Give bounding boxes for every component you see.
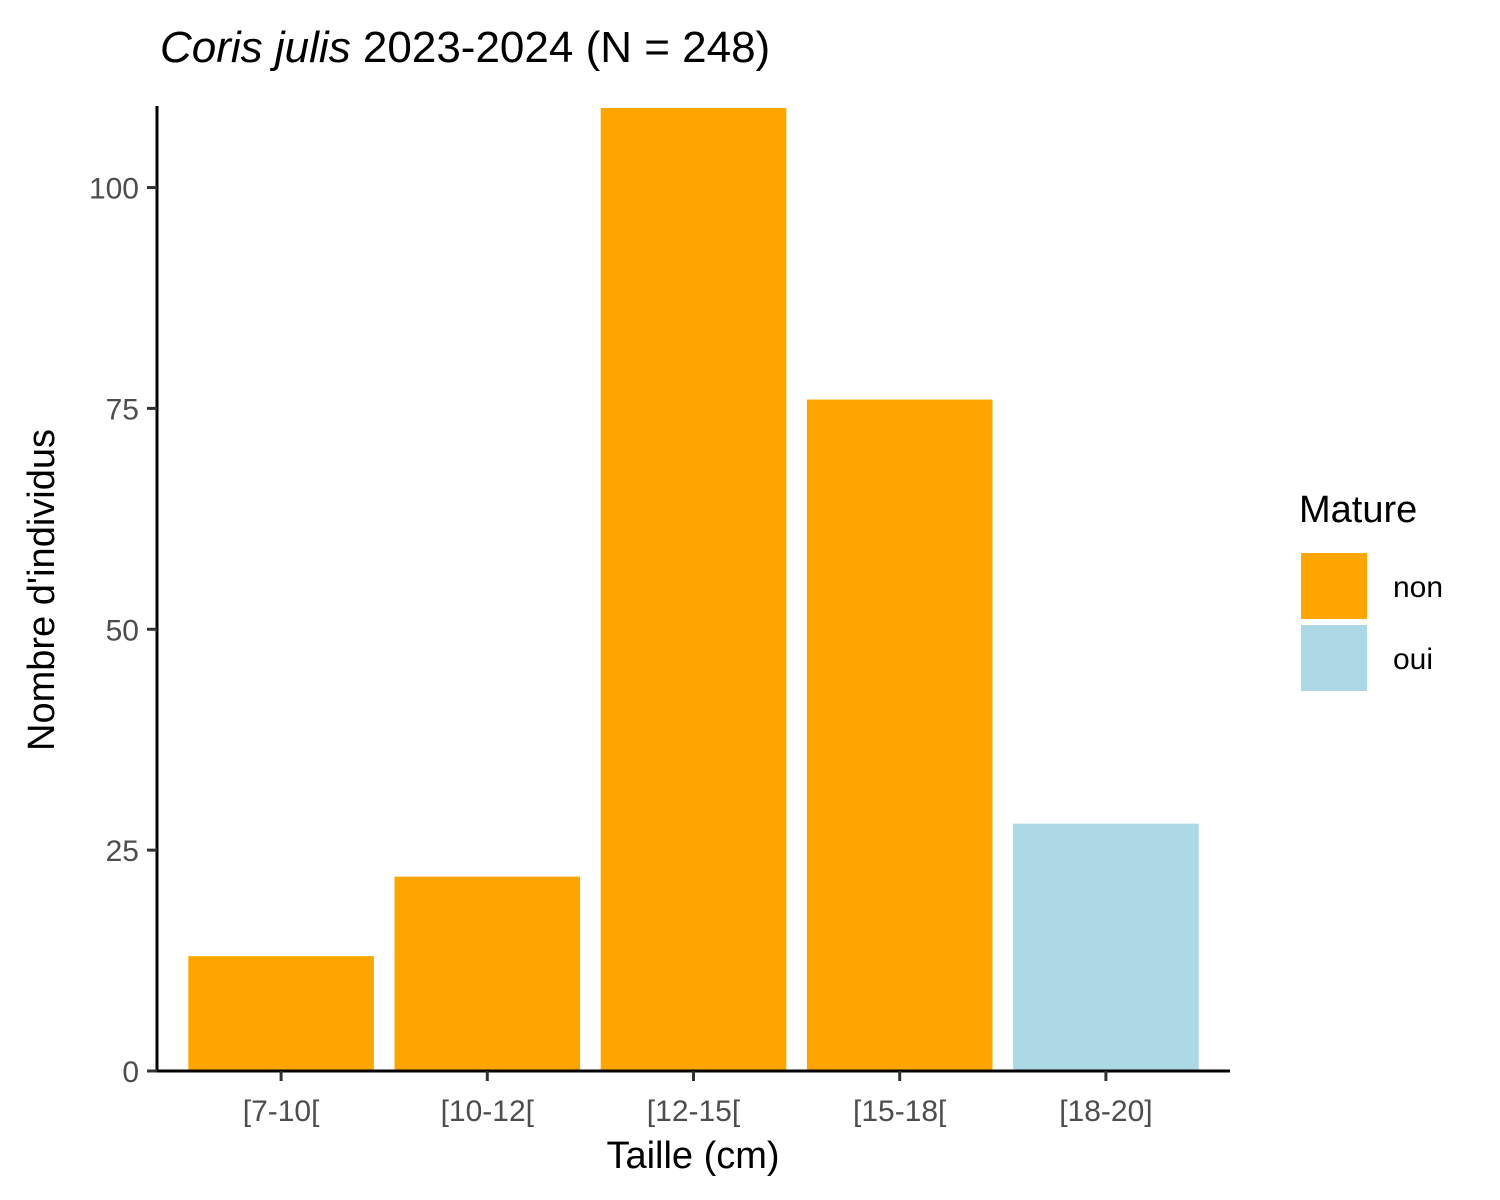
x-tick-label: [18-20]	[1059, 1095, 1152, 1128]
legend: Mature non oui	[1299, 489, 1443, 691]
x-axis-title: Taille (cm)	[606, 1135, 779, 1177]
y-axis-title: Nombre d'individus	[21, 429, 63, 751]
y-tick-label: 75	[106, 393, 139, 426]
x-tick-label: [10-12[	[441, 1095, 535, 1128]
plot-area	[188, 108, 1199, 1072]
chart-title-rest: 2023-2024 (N = 248)	[351, 23, 771, 72]
bar-4	[806, 399, 993, 1072]
y-tick-label: 100	[89, 173, 139, 206]
legend-key-oui	[1301, 625, 1367, 691]
legend-key-non	[1301, 553, 1367, 619]
x-tick-label: [7-10[	[243, 1095, 320, 1128]
chart-title: Coris julis 2023-2024 (N = 248)	[160, 23, 770, 72]
legend-label-oui: oui	[1393, 643, 1433, 676]
y-tick-label: 0	[122, 1056, 139, 1089]
y-tick-label: 25	[106, 835, 139, 868]
y-axis-ticks: 0 25 50 75 100	[89, 173, 157, 1089]
bar-1	[188, 956, 374, 1071]
legend-entries: non oui	[1301, 553, 1443, 691]
bar-3	[600, 108, 787, 1071]
legend-label-non: non	[1393, 571, 1443, 604]
bar-2	[394, 876, 581, 1071]
chart-title-species: Coris julis	[160, 23, 351, 72]
y-tick-label: 50	[106, 614, 139, 647]
x-tick-label: [12-15[	[647, 1095, 741, 1128]
x-axis-ticks: [7-10[ [10-12[ [12-15[ [15-18[ [18-20]	[243, 1071, 1153, 1128]
x-tick-label: [15-18[	[853, 1095, 947, 1128]
legend-title: Mature	[1299, 489, 1417, 531]
bar-5	[1013, 823, 1199, 1071]
